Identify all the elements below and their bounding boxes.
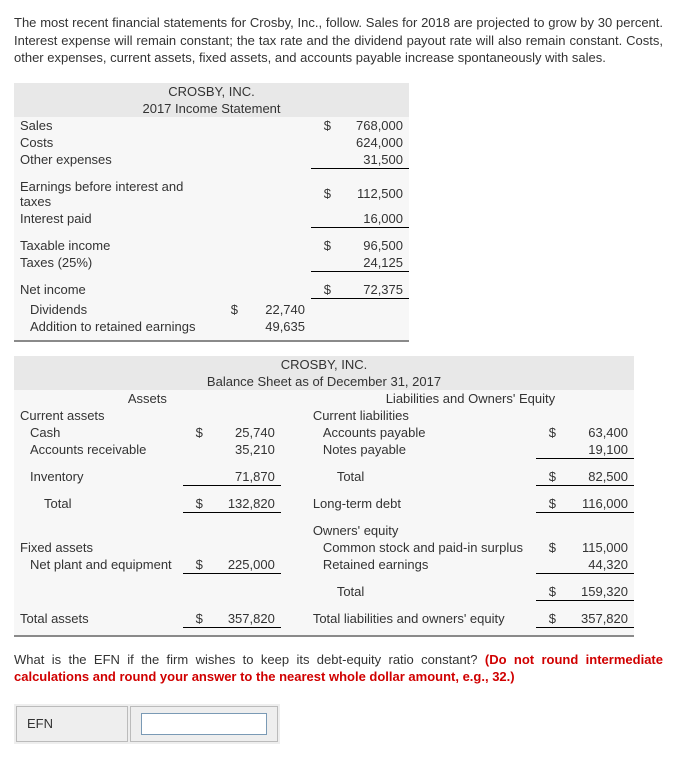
income-statement-table: CROSBY, INC. 2017 Income Statement Sales… <box>14 83 409 342</box>
totaloe-val: 159,320 <box>562 583 634 601</box>
dollar-icon: $ <box>311 117 337 134</box>
dollar-icon: $ <box>218 301 244 318</box>
totalca-val: 132,820 <box>209 495 281 513</box>
totalcl-label: Total <box>307 468 523 486</box>
npe-val: 225,000 <box>209 556 281 574</box>
ta-val: 357,820 <box>209 610 281 628</box>
re-val: 44,320 <box>562 556 634 574</box>
efn-entry-row: EFN <box>14 704 280 744</box>
dollar-icon: $ <box>311 237 337 254</box>
otherexp-val: 31,500 <box>337 151 409 169</box>
totalcl-val: 82,500 <box>562 468 634 486</box>
div-label: Dividends <box>14 301 218 318</box>
is-company: CROSBY, INC. <box>14 83 409 100</box>
ebit-label: Earnings before interest and taxes <box>14 178 218 210</box>
assets-header: Assets <box>14 390 281 407</box>
addre-label: Addition to retained earnings <box>14 318 218 335</box>
div-val: 22,740 <box>244 301 311 318</box>
dollar-icon: $ <box>536 495 562 513</box>
question-main: What is the EFN if the firm wishes to ke… <box>14 652 485 667</box>
balance-sheet-table: CROSBY, INC. Balance Sheet as of Decembe… <box>14 356 634 637</box>
fa-label: Fixed assets <box>14 539 183 556</box>
efn-label: EFN <box>16 706 128 742</box>
ebit-val: 112,500 <box>337 178 409 210</box>
addre-val: 49,635 <box>244 318 311 335</box>
totalca-label: Total <box>14 495 183 513</box>
dollar-icon: $ <box>536 468 562 486</box>
ltd-val: 116,000 <box>562 495 634 513</box>
taxes-val: 24,125 <box>337 254 409 272</box>
tloe-val: 357,820 <box>562 610 634 628</box>
int-val: 16,000 <box>337 210 409 228</box>
ni-label: Net income <box>14 281 218 299</box>
dollar-icon: $ <box>183 610 209 628</box>
ar-val: 35,210 <box>209 441 281 459</box>
efn-input[interactable] <box>141 713 267 735</box>
cs-label: Common stock and paid-in surplus <box>307 539 536 556</box>
cl-label: Current liabilities <box>307 407 523 424</box>
dollar-icon: $ <box>536 424 562 441</box>
ni-val: 72,375 <box>337 281 409 299</box>
is-title: 2017 Income Statement <box>14 100 409 117</box>
ca-label: Current assets <box>14 407 183 424</box>
cash-val: 25,740 <box>209 424 281 441</box>
dollar-icon: $ <box>311 178 337 210</box>
bs-title: Balance Sheet as of December 31, 2017 <box>14 373 634 390</box>
dollar-icon: $ <box>183 556 209 574</box>
inv-val: 71,870 <box>209 468 281 486</box>
dollar-icon: $ <box>183 424 209 441</box>
npe-label: Net plant and equipment <box>14 556 183 574</box>
ltd-label: Long-term debt <box>307 495 523 513</box>
np-label: Notes payable <box>307 441 523 459</box>
taxable-val: 96,500 <box>337 237 409 254</box>
ar-label: Accounts receivable <box>14 441 183 459</box>
ap-val: 63,400 <box>562 424 634 441</box>
taxes-label: Taxes (25%) <box>14 254 218 272</box>
dollar-icon: $ <box>311 281 337 299</box>
ap-label: Accounts payable <box>307 424 523 441</box>
np-val: 19,100 <box>562 441 634 459</box>
dollar-icon: $ <box>536 539 562 556</box>
intro-text: The most recent financial statements for… <box>14 14 663 67</box>
question-text: What is the EFN if the firm wishes to ke… <box>14 651 663 686</box>
totaloe-label: Total <box>307 583 523 601</box>
inv-label: Inventory <box>14 468 183 486</box>
dollar-icon: $ <box>536 583 562 601</box>
int-label: Interest paid <box>14 210 218 228</box>
dollar-icon: $ <box>536 610 562 628</box>
bs-company: CROSBY, INC. <box>14 356 634 373</box>
oe-label: Owners' equity <box>307 522 523 539</box>
taxable-label: Taxable income <box>14 237 218 254</box>
costs-val: 624,000 <box>337 134 409 151</box>
sales-label: Sales <box>14 117 218 134</box>
cash-label: Cash <box>14 424 183 441</box>
re-label: Retained earnings <box>307 556 523 574</box>
tloe-label: Total liabilities and owners' equity <box>307 610 523 628</box>
liab-header: Liabilities and Owners' Equity <box>307 390 634 407</box>
dollar-icon: $ <box>183 495 209 513</box>
ta-label: Total assets <box>14 610 183 628</box>
otherexp-label: Other expenses <box>14 151 218 169</box>
costs-label: Costs <box>14 134 218 151</box>
cs-val: 115,000 <box>562 539 634 556</box>
sales-val: 768,000 <box>337 117 409 134</box>
